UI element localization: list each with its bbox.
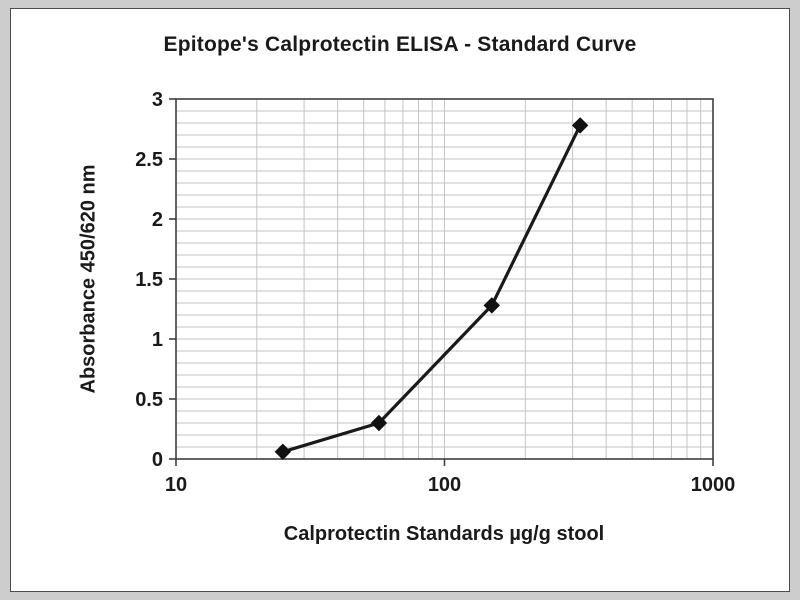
y-tick-label: 0.5 <box>135 389 163 411</box>
chart-title: Epitope's Calprotectin ELISA - Standard … <box>163 33 637 56</box>
series-line <box>281 123 582 454</box>
y-tick-label: 1 <box>152 329 163 351</box>
chart-panel: Epitope's Calprotectin ELISA - Standard … <box>10 8 790 592</box>
x-tick-label: 100 <box>428 474 461 496</box>
y-tick-label: 2.5 <box>135 149 163 171</box>
data-point-marker <box>370 414 388 432</box>
x-tick-label: 1000 <box>691 474 736 496</box>
data-point-marker <box>571 117 589 134</box>
data-point-marker <box>274 443 292 461</box>
x-tick-label: 10 <box>165 474 187 496</box>
y-tick-label: 0 <box>152 449 163 471</box>
data-point-marker <box>483 297 500 314</box>
x-axis-title: Calprotectin Standards µg/g stool <box>283 523 605 545</box>
standard-curve-chart: 0 0.5 1 1.5 2 2.5 3 10 100 1000 <box>135 89 736 496</box>
y-tick-label: 1.5 <box>135 269 163 291</box>
y-tick-label: 3 <box>152 89 163 111</box>
y-tick-label: 2 <box>152 209 163 231</box>
